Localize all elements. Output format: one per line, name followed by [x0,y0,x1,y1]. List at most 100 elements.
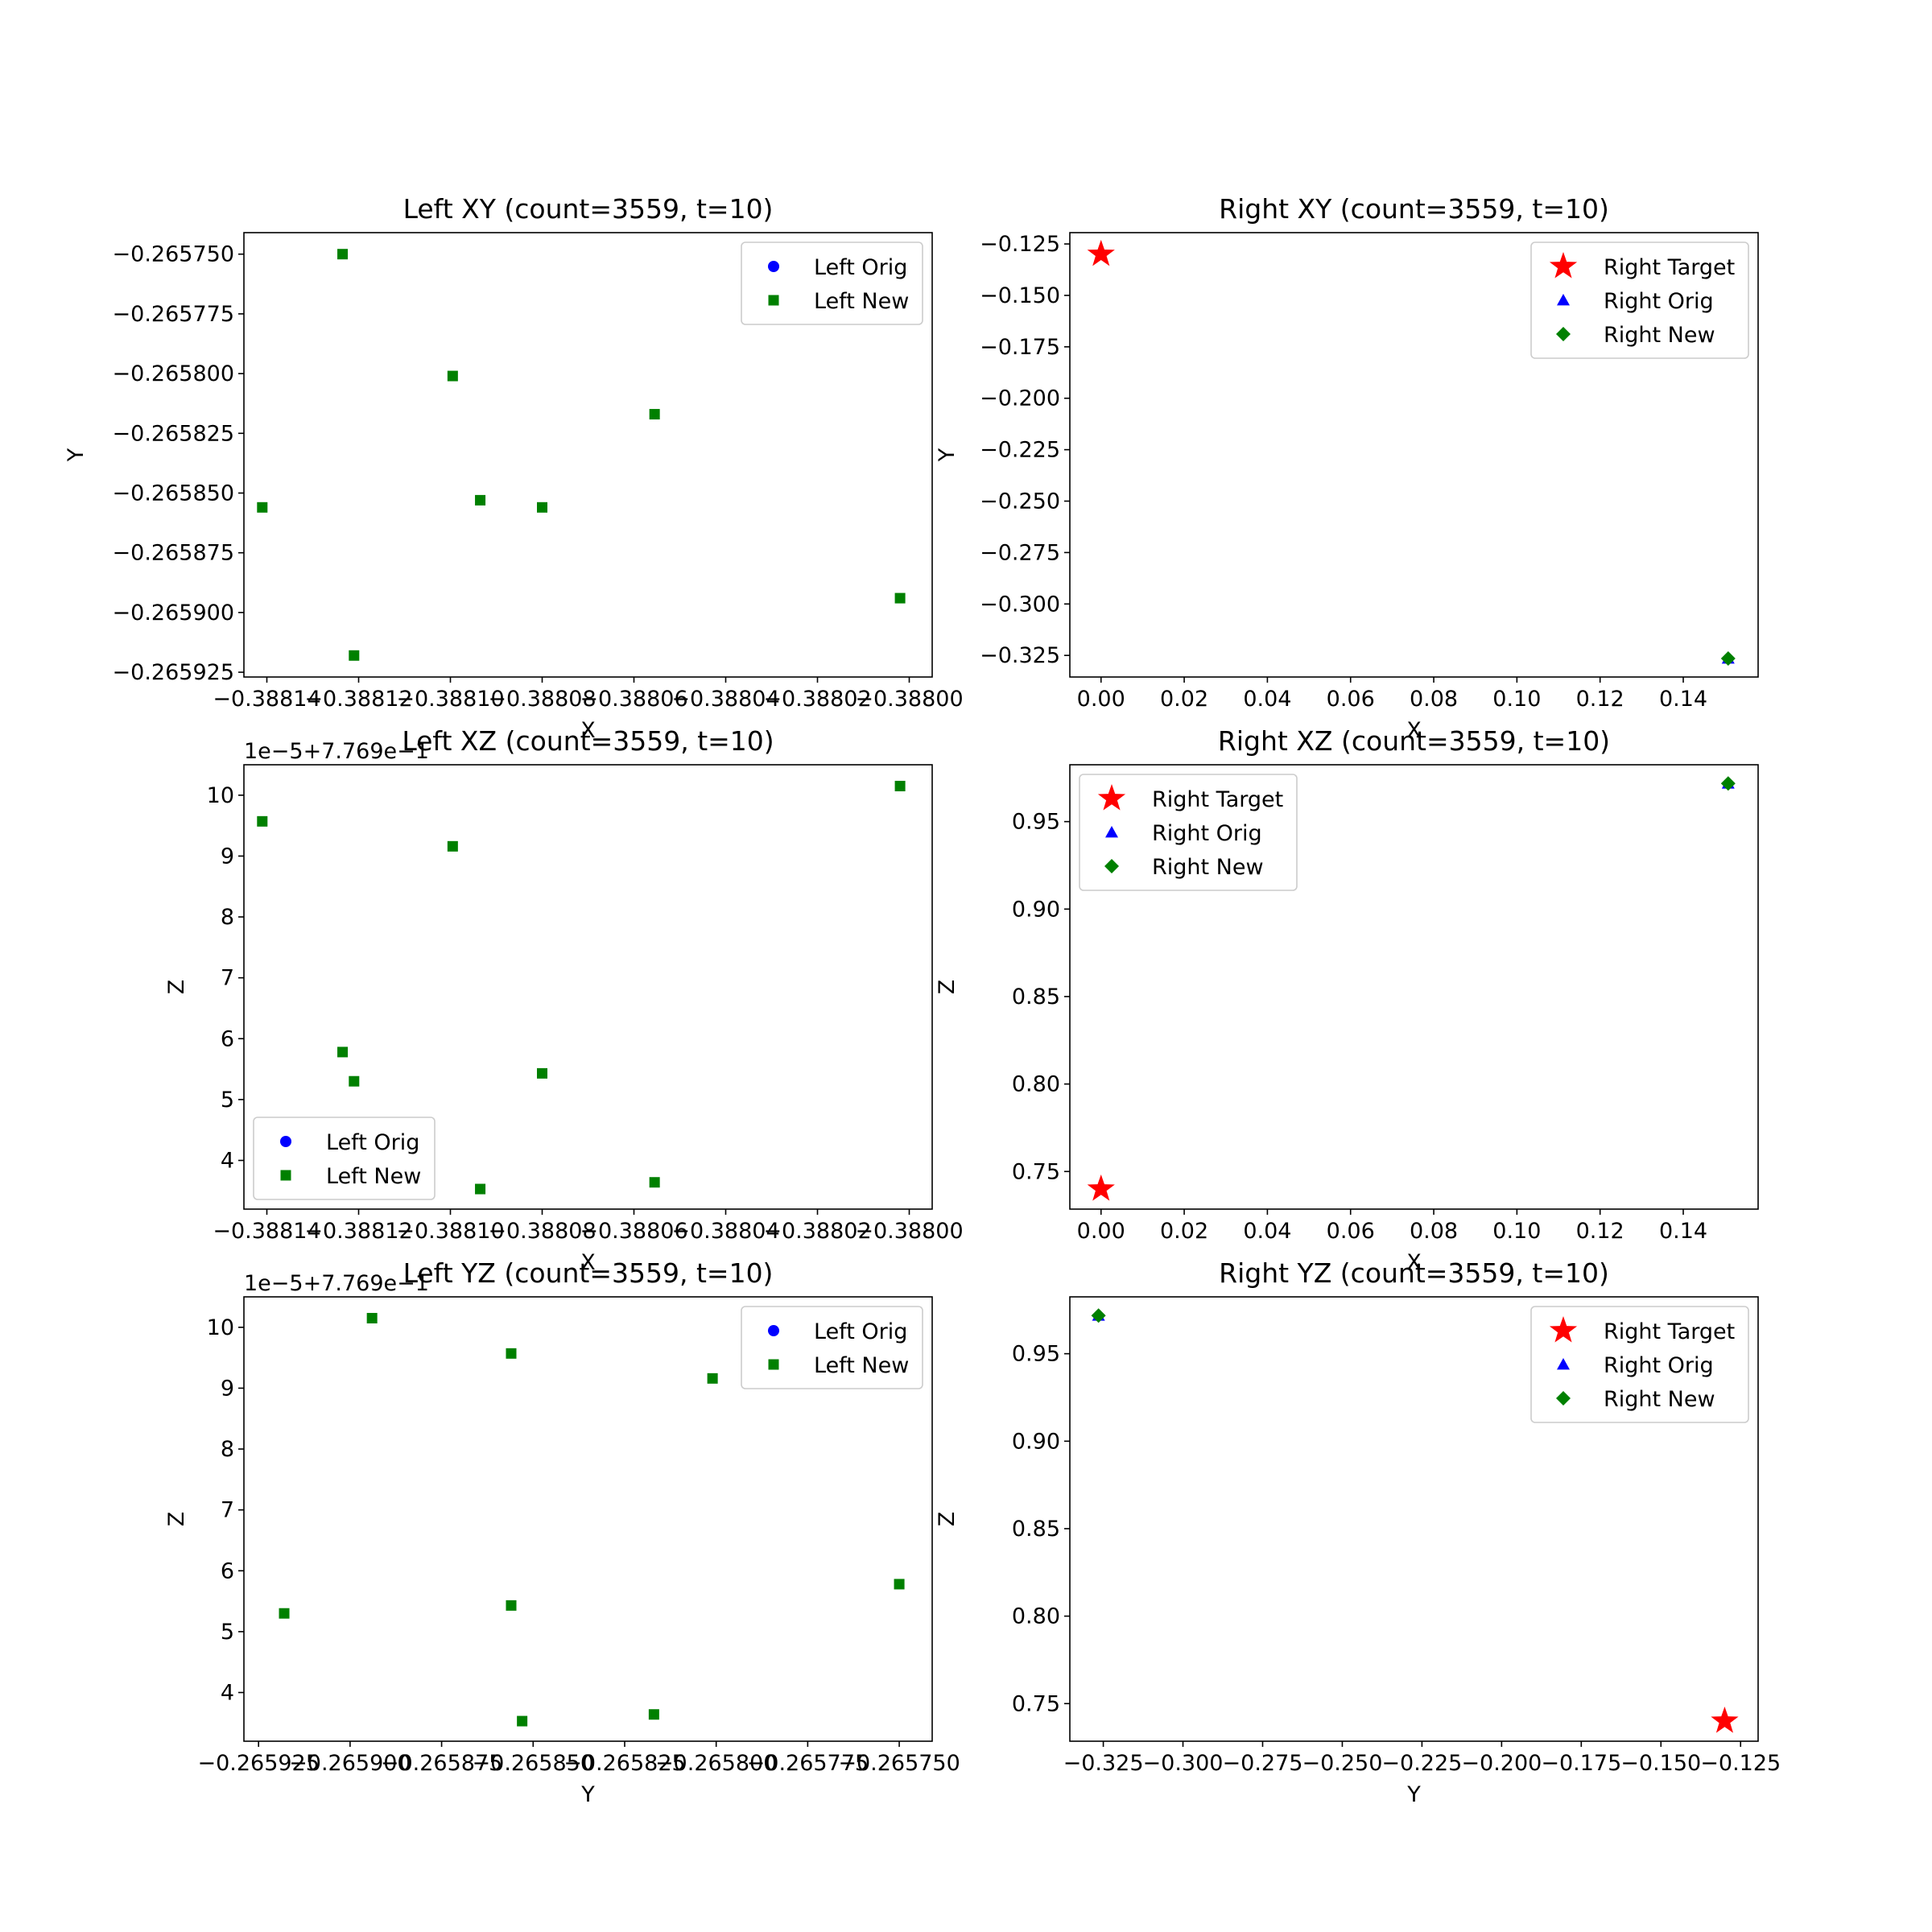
y-tick-label: −0.150 [980,283,1060,308]
x-tick-label: −0.225 [1381,1751,1462,1776]
data-point [349,650,360,661]
series-right-new [1720,776,1736,791]
legend-label: Left Orig [814,255,907,280]
legend-marker [1557,1358,1570,1370]
series-left-new [279,1312,905,1727]
series-right-target [1087,239,1115,266]
y-tick-label: 5 [221,1620,234,1645]
data-point [349,1075,360,1087]
x-axis-label: X [580,718,596,743]
y-tick-label: 0.80 [1012,1604,1060,1629]
data-point [366,1312,378,1323]
x-tick-label: −0.150 [1620,1751,1701,1776]
axis-offset-text: 1e−5+7.769e−1 [244,1271,429,1296]
y-tick-label: −0.265875 [113,541,234,566]
x-tick-label: 0.02 [1160,1219,1208,1244]
y-tick-label: 4 [221,1149,234,1174]
data-point [279,1608,290,1619]
y-tick-label: 6 [221,1558,234,1583]
legend: Left Orig Left New [741,242,923,325]
series-right-target [1087,1174,1115,1201]
x-tick-label: −0.38812 [304,1219,412,1244]
legend: Right Target Right Orig Right New [1079,774,1298,891]
data-point [1087,1174,1115,1201]
chart-title: Left XY (count=3559, t=10) [403,193,774,225]
y-tick-label: 0.80 [1012,1072,1060,1097]
legend-marker [280,1170,291,1181]
axis-offset-text: 1e−5+7.769e−1 [244,739,429,764]
data-point [447,840,458,852]
x-tick-label: 0.06 [1327,1219,1375,1244]
x-tick-label: 0.14 [1659,687,1707,712]
x-axis-label: Y [1406,1782,1421,1807]
x-tick-label: −0.265775 [747,1751,869,1776]
x-tick-label: −0.325 [1063,1751,1144,1776]
y-tick-label: −0.265775 [113,302,234,327]
x-tick-label: −0.38810 [396,687,504,712]
series-right-new [1091,1308,1106,1323]
data-point [1720,776,1736,791]
x-tick-label: 0.06 [1327,687,1375,712]
x-tick-label: −0.275 [1223,1751,1303,1776]
legend-marker [1105,826,1118,838]
series-right-target [1711,1707,1739,1733]
x-tick-label: −0.38814 [213,687,320,712]
data-point [337,1046,349,1058]
chart-title: Right XY (count=3559, t=10) [1219,193,1609,225]
legend-marker [768,1325,779,1336]
legend: Right Target Right Orig Right New [1530,1306,1749,1423]
legend-label: Left Orig [814,1319,907,1344]
data-point [1720,651,1736,666]
x-tick-label: −0.265900 [289,1751,411,1776]
y-tick-label: −0.265850 [113,481,234,506]
x-tick-label: −0.250 [1302,1751,1382,1776]
y-tick-label: 8 [221,905,234,930]
x-tick-label: −0.265875 [381,1751,502,1776]
legend-marker [768,1359,779,1370]
data-point [707,1373,718,1384]
y-axis-label: Y [935,448,960,462]
x-tick-label: 0.12 [1576,687,1624,712]
legend-label: Right New [1604,1387,1715,1412]
legend-marker [1549,1316,1578,1343]
data-point [894,592,906,604]
y-tick-label: 9 [221,1376,234,1401]
y-tick-label: 10 [207,1315,234,1340]
y-tick-label: 7 [221,966,234,991]
y-tick-label: 0.85 [1012,1517,1060,1542]
subplot-right-xz: 0.00 0.02 0.04 0.06 0.08 0.10 0.12 0.14 0.75 0.80… [935,725,1759,1275]
y-tick-label: 4 [221,1681,234,1706]
legend-label: Left New [814,1353,909,1378]
data-point [1711,1707,1739,1733]
y-tick-label: −0.265900 [113,601,234,625]
x-axis-label: X [1406,718,1422,743]
y-tick-label: −0.265750 [113,242,234,267]
y-tick-label: 9 [221,844,234,869]
x-tick-label: 0.08 [1410,1219,1458,1244]
legend-marker [1556,1391,1571,1406]
legend: Left Orig Left New [253,1117,436,1200]
axes-frame [243,764,933,1210]
legend-marker [1097,784,1126,811]
y-tick-label: −0.325 [980,643,1060,668]
y-tick-label: 0.95 [1012,810,1060,835]
data-point [894,1579,905,1590]
y-tick-label: 0.85 [1012,985,1060,1009]
data-point [337,249,349,260]
x-tick-label: −0.38806 [580,687,687,712]
x-tick-label: −0.265850 [473,1751,594,1776]
x-tick-label: 0.02 [1160,687,1208,712]
y-tick-label: 7 [221,1498,234,1523]
legend-marker [1549,252,1578,279]
data-point [517,1715,528,1727]
chart-title: Right YZ (count=3559, t=10) [1219,1257,1609,1289]
legend-label: Right Target [1152,787,1283,812]
legend-marker [1556,327,1571,341]
y-tick-label: −0.265925 [113,660,234,685]
legend-label: Right New [1604,323,1715,348]
data-point [894,780,906,791]
x-tick-label: 0.04 [1243,687,1291,712]
y-tick-label: −0.200 [980,386,1060,411]
x-tick-label: 0.10 [1492,1219,1541,1244]
